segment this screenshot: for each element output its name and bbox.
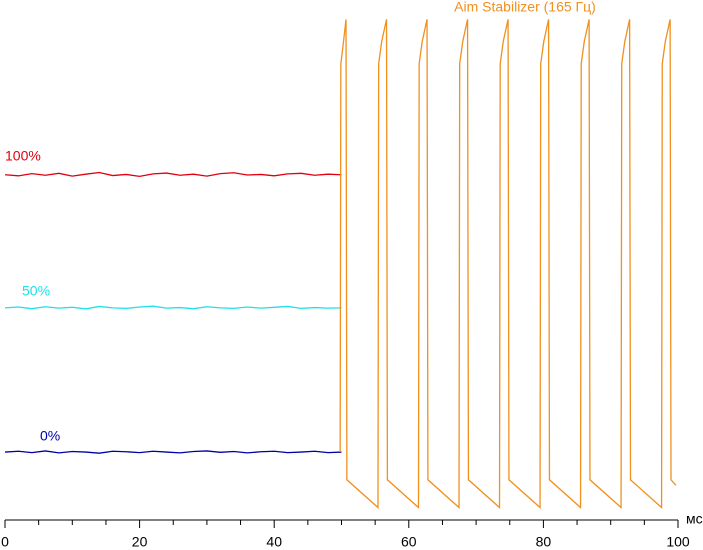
x-axis-label: мс (686, 511, 703, 527)
line (339, 19, 677, 509)
line (4, 450, 342, 454)
x-tick-label: 40 (266, 534, 282, 550)
series-label: 0% (40, 428, 60, 444)
x-tick-label: 0 (1, 534, 9, 550)
series-label: 100% (5, 148, 41, 164)
x-tick-label: 20 (132, 534, 148, 550)
x-tick-label: 100 (666, 534, 690, 550)
x-tick-label: 60 (401, 534, 417, 550)
line (4, 171, 342, 178)
series-label: Aim Stabilizer (165 Гц) (454, 0, 596, 15)
series-label: 50% (22, 283, 50, 299)
x-tick-label: 80 (536, 534, 552, 550)
line (4, 305, 342, 310)
